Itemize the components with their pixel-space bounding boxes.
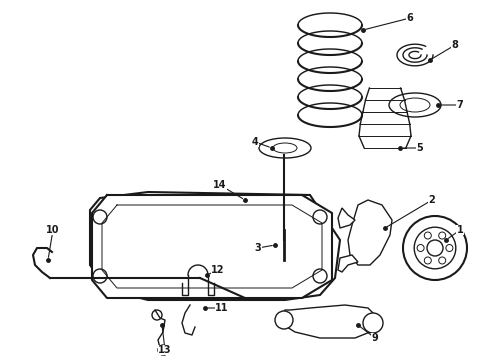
Circle shape <box>363 313 383 333</box>
Polygon shape <box>92 195 332 298</box>
Polygon shape <box>338 255 358 272</box>
Text: 1: 1 <box>457 225 464 235</box>
Circle shape <box>439 232 446 239</box>
Circle shape <box>152 310 162 320</box>
Text: 11: 11 <box>215 303 229 313</box>
Circle shape <box>403 216 467 280</box>
Ellipse shape <box>400 98 430 112</box>
Ellipse shape <box>273 143 297 153</box>
Ellipse shape <box>259 138 311 158</box>
Text: 9: 9 <box>371 333 378 343</box>
Text: 2: 2 <box>429 195 436 205</box>
Ellipse shape <box>254 229 314 251</box>
Circle shape <box>446 244 453 252</box>
Ellipse shape <box>389 93 441 117</box>
Circle shape <box>424 257 431 264</box>
Text: 14: 14 <box>213 180 227 190</box>
Text: 13: 13 <box>158 345 172 355</box>
Polygon shape <box>90 192 340 300</box>
Text: 3: 3 <box>255 243 261 253</box>
Text: 12: 12 <box>211 265 225 275</box>
Circle shape <box>93 269 107 283</box>
Circle shape <box>313 269 327 283</box>
Circle shape <box>414 227 456 269</box>
Bar <box>270 200 298 230</box>
Circle shape <box>439 257 446 264</box>
Circle shape <box>158 345 168 355</box>
Text: 6: 6 <box>407 13 414 23</box>
Circle shape <box>427 240 443 256</box>
Polygon shape <box>280 305 378 338</box>
Ellipse shape <box>269 234 299 246</box>
Circle shape <box>313 210 327 224</box>
Circle shape <box>424 232 431 239</box>
Text: 8: 8 <box>452 40 459 50</box>
Circle shape <box>417 244 424 252</box>
Text: 7: 7 <box>457 100 464 110</box>
Polygon shape <box>338 208 355 228</box>
Circle shape <box>275 311 293 329</box>
Text: 10: 10 <box>46 225 60 235</box>
Text: 4: 4 <box>252 137 258 147</box>
Text: 5: 5 <box>416 143 423 153</box>
Circle shape <box>93 210 107 224</box>
Polygon shape <box>348 200 392 265</box>
